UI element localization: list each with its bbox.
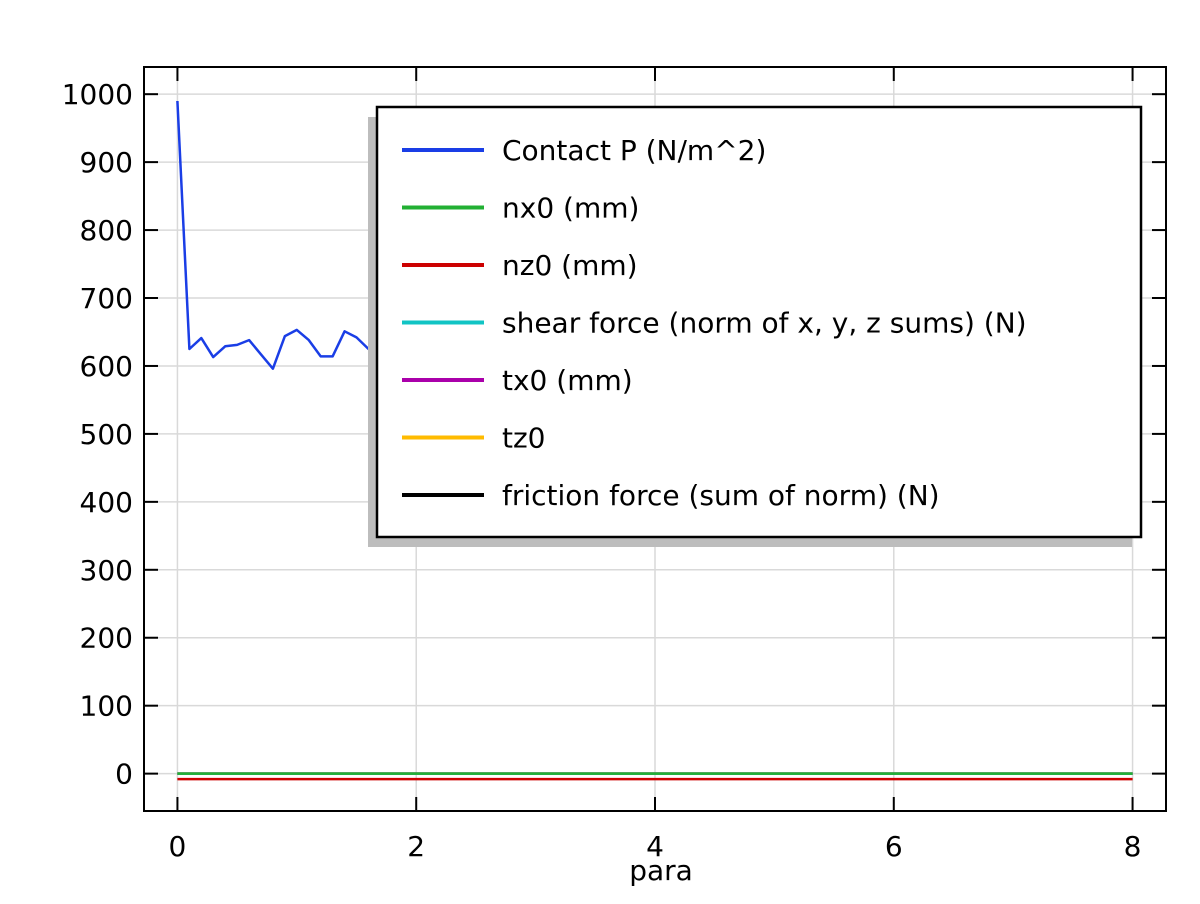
legend-label: friction force (sum of norm) (N) [502,479,940,512]
plot-frame [143,66,1167,812]
axis-ticks [144,67,1166,811]
x-tick-label: 8 [1124,830,1142,863]
y-tick-label: 300 [80,554,133,587]
legend: Contact P (N/m^2) nx0 (mm) nz0 (mm) shear f… [368,105,1143,547]
y-tick-label: 0 [115,758,133,791]
legend-label: Contact P (N/m^2) [502,134,766,167]
y-tick-label: 700 [80,282,133,315]
y-tick-label: 800 [80,214,133,247]
y-tick-label: 200 [80,622,133,655]
x-tick-label: 6 [885,830,903,863]
series-line-contact-p-n-m-2 [176,100,1133,370]
x-axis-label: para [629,854,693,887]
legend-label: nz0 (mm) [502,249,638,282]
legend-label: shear force (norm of x, y, z sums) (N) [502,307,1027,340]
legend-box [375,105,1143,539]
x-tick-labels: 0 2 4 6 8 [169,830,1142,863]
legend-label: nx0 (mm) [502,192,639,225]
y-tick-label: 400 [80,486,133,519]
y-tick-label: 600 [80,350,133,383]
y-tick-label: 900 [80,146,133,179]
legend-items: Contact P (N/m^2) nx0 (mm) nz0 (mm) shear f… [402,134,1027,512]
series-lines [176,100,1133,781]
legend-label: tx0 (mm) [502,364,633,397]
legend-label: tz0 [502,422,546,455]
x-tick-label: 2 [407,830,425,863]
x-tick-label: 4 [646,830,664,863]
y-tick-labels: 0 100 200 300 400 500 600 700 800 900 1000 [62,78,133,790]
x-tick-label: 0 [169,830,187,863]
y-tick-label: 1000 [62,78,133,111]
y-tick-label: 100 [80,690,133,723]
y-tick-label: 500 [80,418,133,451]
